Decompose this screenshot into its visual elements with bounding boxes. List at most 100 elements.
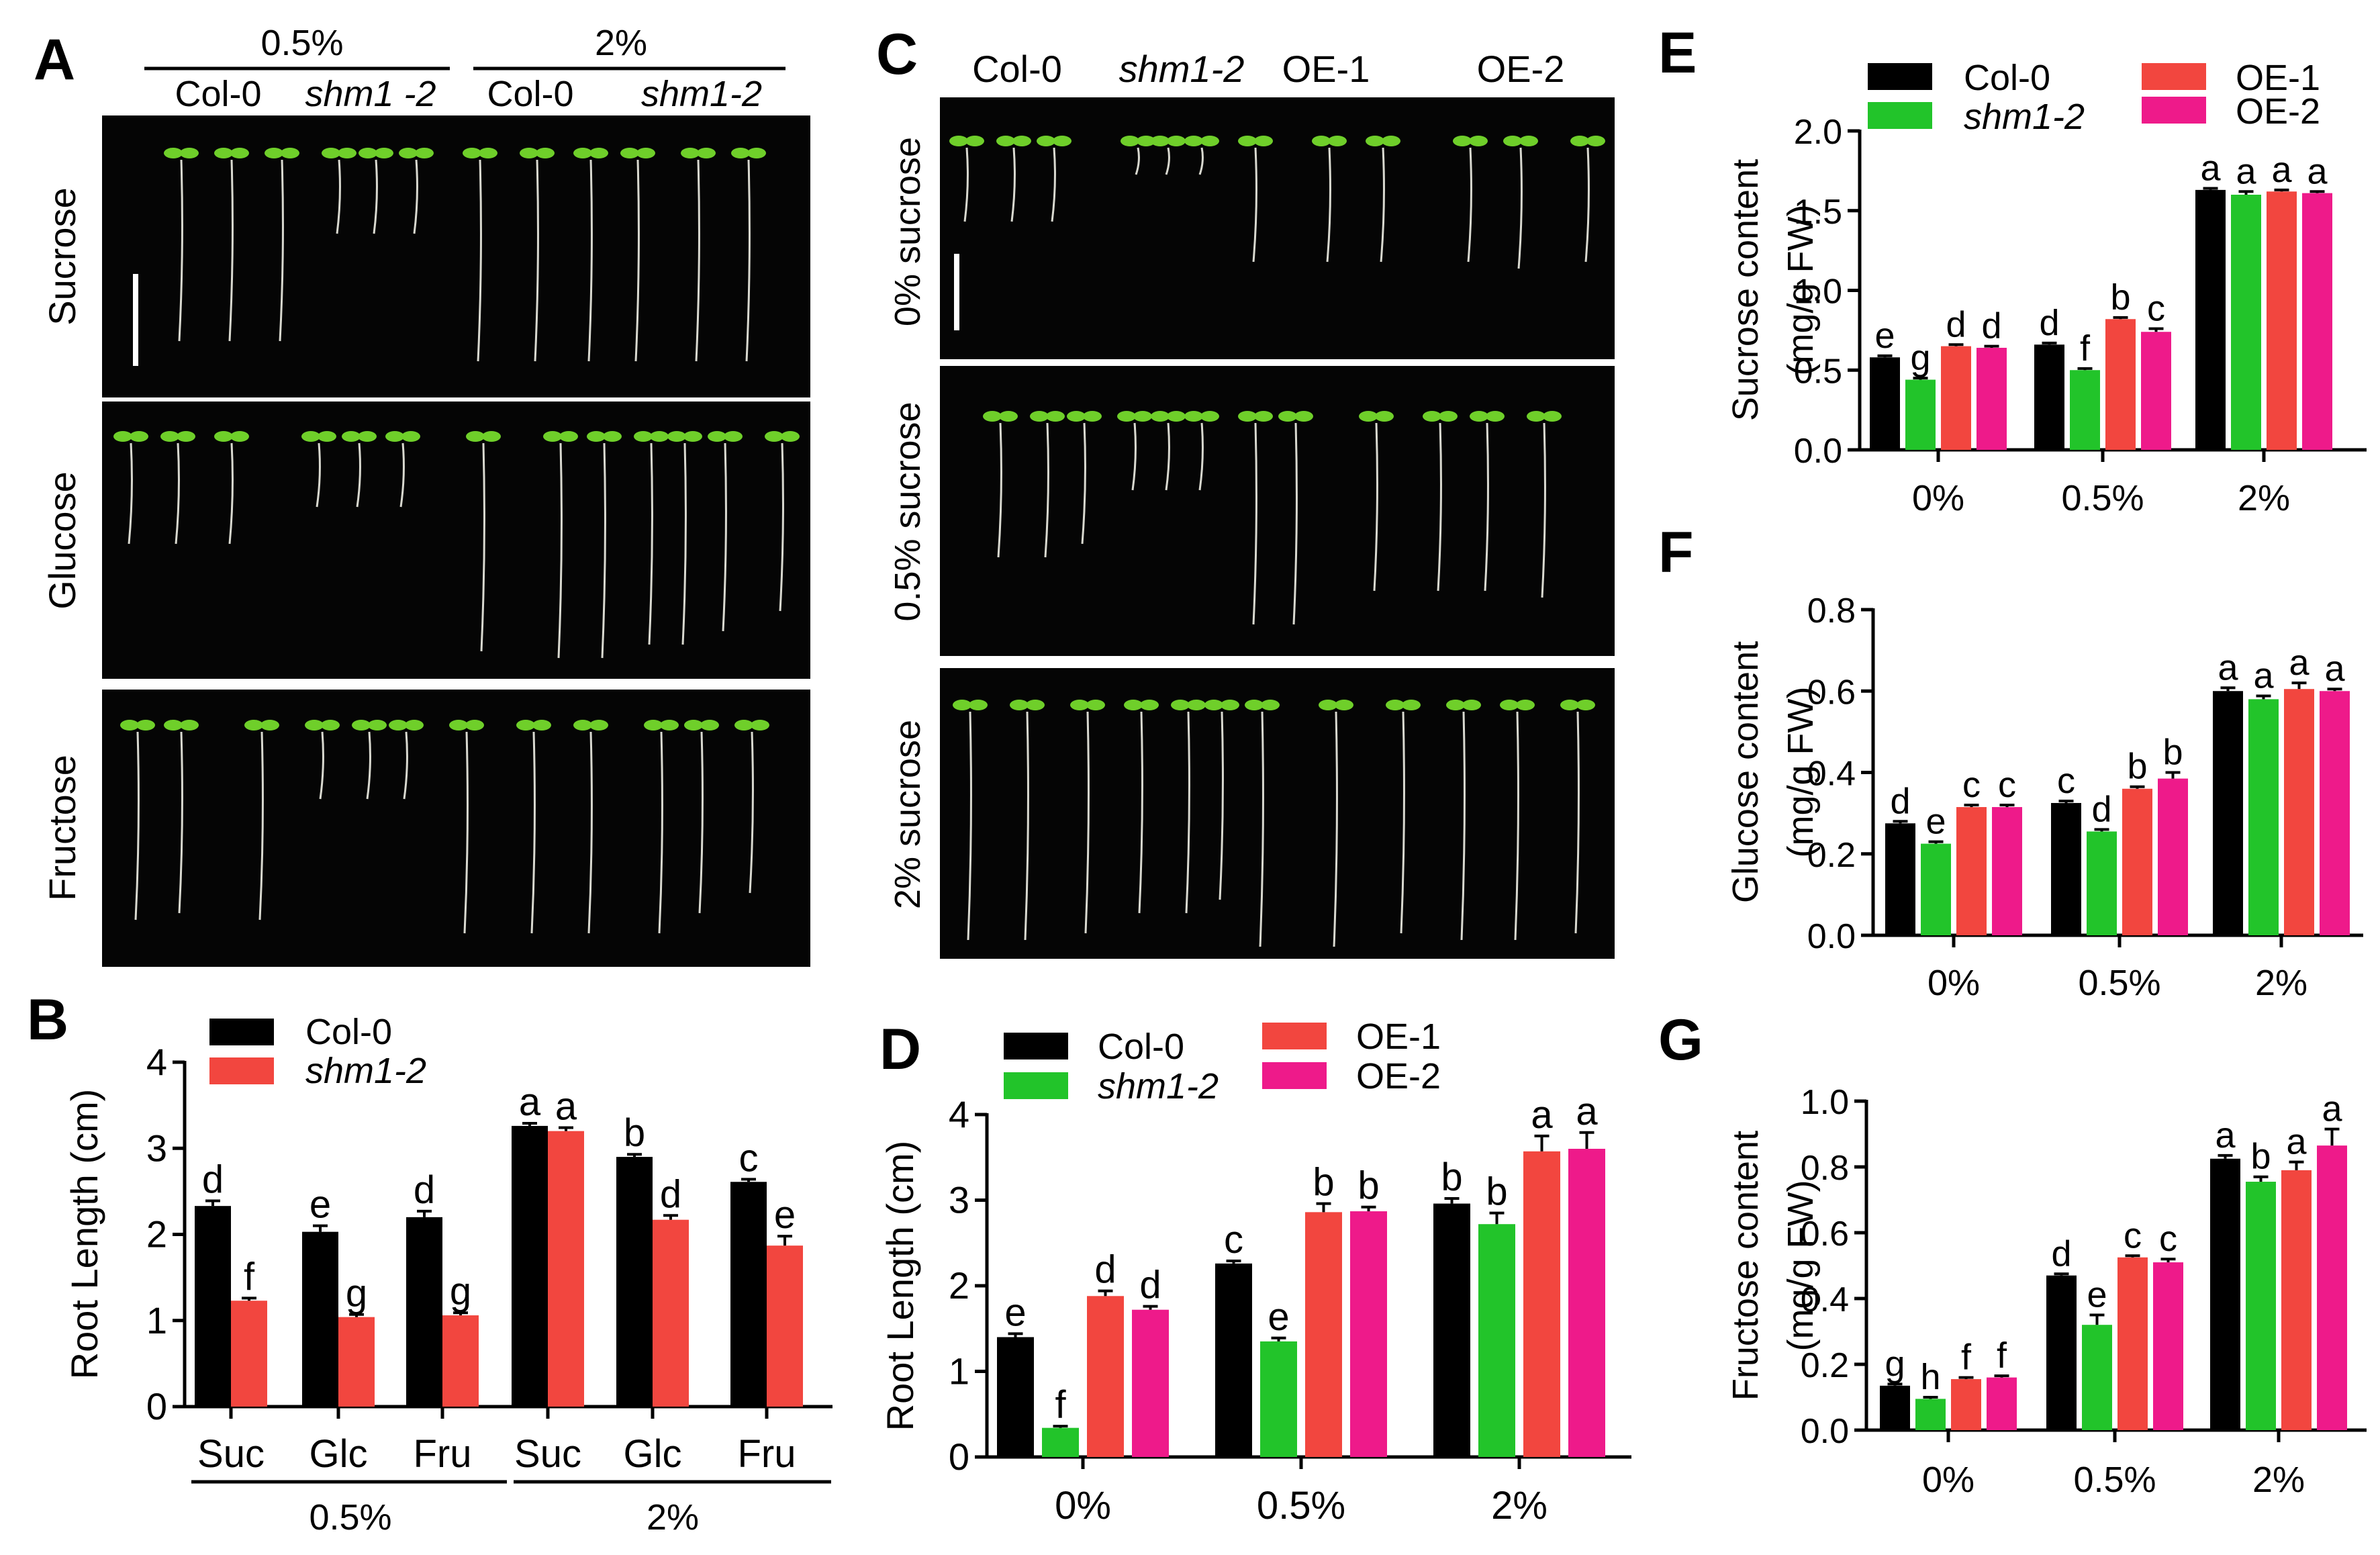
panel-c-seedling-root: [1219, 711, 1224, 900]
panel-c-seedling-root: [1584, 147, 1590, 263]
panel-c-seedling-root: [1252, 422, 1257, 625]
panel-c-seedling-leaf: [1527, 411, 1545, 422]
panel-a-seedling-root: [745, 159, 751, 362]
panel-a-seedling-leaf: [724, 431, 743, 442]
panel-a-seedling-leaf: [281, 148, 299, 158]
panel-a-sub-label-col0-1: Col-0: [175, 74, 261, 114]
f-bar: [2158, 778, 2188, 935]
panel-a-seedling-leaf: [697, 148, 716, 158]
g-bar: [2082, 1325, 2112, 1430]
d-bar: [1215, 1263, 1252, 1457]
panel-c-seedling-leaf: [1261, 700, 1280, 710]
d-y-tick-label: 0: [949, 1435, 969, 1478]
panel-a-seedling-root: [557, 442, 563, 659]
d-y-axis-label: Root Length (cm): [879, 1141, 921, 1431]
f-bar: [2087, 831, 2117, 935]
panel-c-seedling-root: [1010, 147, 1016, 222]
panel-c-seedling-leaf: [1245, 700, 1264, 710]
panel-c-seedling-leaf: [983, 411, 1002, 422]
d-bar: [1433, 1203, 1470, 1457]
panel-a-group-label-2: 2%: [595, 23, 647, 63]
panel-c-seedling-leaf: [1254, 136, 1273, 146]
f-significance-letter: b: [2127, 747, 2147, 787]
panel-a-seedling-leaf: [636, 148, 655, 158]
panel-c-col-label-shm1: shm1-2: [1119, 48, 1245, 90]
panel-c-seedling-root: [1484, 422, 1489, 592]
panel-d-legend-oe1: OE-1: [1356, 1017, 1441, 1057]
e-y-tick-label: 0.5: [1794, 352, 1842, 391]
panel-c-seedling-leaf: [1328, 136, 1347, 146]
b-x-tick-label: Suc: [514, 1432, 581, 1476]
panel-a-seedling-leaf: [180, 720, 199, 731]
e-significance-letter: d: [1981, 306, 2001, 346]
f-significance-letter: a: [2289, 643, 2310, 683]
panel-a-seedling-root: [534, 159, 539, 362]
d-bar: [1478, 1224, 1515, 1457]
f-significance-letter: a: [2324, 649, 2345, 689]
panel-c-seedling-root: [1460, 711, 1466, 941]
panel-c-seedling-leaf: [1486, 411, 1505, 422]
panel-a-seedling-leaf: [305, 720, 324, 731]
f-significance-letter: b: [2162, 733, 2183, 773]
panel-e-legend-swatch-oe1: [2142, 63, 2206, 90]
panel-a-seedling-root: [779, 442, 784, 612]
panel-a-row-label-glucose: Glucose: [41, 471, 83, 609]
panel-a-seedling-leaf: [463, 148, 481, 158]
e-y-axis-label-units: (mg/g FW): [1780, 205, 1821, 376]
d-bar: [1132, 1309, 1169, 1457]
e-bar: [2267, 191, 2297, 450]
chart-g: 0.0 0.2 0.4 0.6 0.8 1.0 Fructose content (mg/g …: [1725, 1083, 2367, 1500]
panel-a-seedling-root: [178, 159, 183, 342]
panel-a-row-label-sucrose: Sucrose: [41, 187, 83, 325]
g-significance-letter: h: [1920, 1357, 1940, 1397]
panel-a-seedling-leaf: [358, 431, 377, 442]
e-y-tick-label: 0.0: [1794, 432, 1842, 471]
panel-e-legend-oe2: OE-2: [2236, 91, 2320, 132]
panel-a-seedling-root: [175, 442, 180, 545]
panel-b-group-label-2: 2%: [647, 1497, 699, 1538]
f-y-axis-label-units: (mg/g FW): [1780, 687, 1821, 858]
b-significance-letter: d: [414, 1168, 435, 1212]
e-significance-letter: b: [2110, 277, 2130, 318]
g-bar: [2046, 1275, 2077, 1430]
panel-f-letter: F: [1658, 520, 1694, 585]
panel-a-seedling-root: [336, 159, 341, 234]
panel-c-seedling-root: [1517, 147, 1523, 269]
d-x-tick-label: 0%: [1055, 1484, 1111, 1527]
panel-c-seedling-root: [1165, 147, 1170, 175]
panel-c-seedling-root: [1400, 711, 1405, 934]
e-bar: [2034, 344, 2064, 450]
e-bar: [2302, 193, 2332, 450]
panel-c-seedling-leaf: [1086, 700, 1105, 710]
panel-c-seedling-leaf: [1083, 411, 1102, 422]
panel-a-seedling-leaf: [230, 431, 249, 442]
e-significance-letter: f: [2080, 328, 2091, 369]
panel-a-seedling-leaf: [180, 148, 199, 158]
panel-a-seedling-leaf: [301, 431, 320, 442]
panel-c-seedling-leaf: [1026, 700, 1045, 710]
panel-c-seedling-root: [1198, 147, 1204, 175]
panel-a-seedling-leaf: [164, 720, 183, 731]
panel-b-group-label-1: 0.5%: [309, 1497, 391, 1538]
panel-a-letter: A: [34, 28, 75, 92]
panel-a-seedling-leaf: [352, 720, 371, 731]
panel-e-legend: Col-0 shm1-2 OE-1 OE-2: [1868, 58, 2320, 137]
panel-c-seedling-leaf: [1519, 136, 1538, 146]
panel-a-seedling-root: [681, 442, 687, 645]
panel-a-seedling-leaf: [214, 148, 233, 158]
panel-a-photo-sucrose: [102, 115, 810, 397]
panel-c-seedling-root: [1135, 147, 1140, 175]
g-y-tick-label: 0.8: [1801, 1149, 1849, 1188]
panel-a-seedling-leaf: [465, 720, 484, 731]
panel-a-seedling-root: [695, 159, 700, 362]
panel-a-seedling-leaf: [321, 720, 340, 731]
panel-a-seedling-leaf: [130, 431, 148, 442]
f-bar: [1992, 807, 2022, 935]
panel-b-letter: B: [27, 988, 68, 1052]
panel-c-seedling-root: [1138, 711, 1143, 914]
panel-a-seedling-leaf: [644, 720, 663, 731]
panel-c-seedling-root: [1373, 422, 1378, 592]
panel-c-seedling-root: [1326, 147, 1331, 263]
